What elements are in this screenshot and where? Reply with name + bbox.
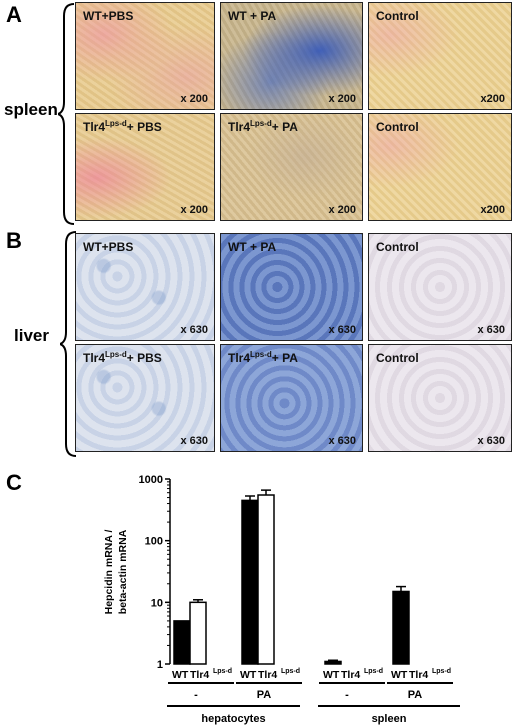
tile-condition-label: WT+PBS [83,240,134,254]
tile-condition-label: Control [376,9,419,23]
genotype-label-tlr4: Tlr4 [409,669,428,681]
y-tick-label: 100 [145,536,163,548]
panel-b-image-tile: Control x 630 [368,344,512,452]
genotype-label-wt: WT [323,669,340,681]
genotype-label-tlr4: Tlr4 [341,669,360,681]
tile-condition-label: Control [376,240,419,254]
liver-brace [60,231,77,457]
panel-a-letter: A [6,2,22,27]
bar [173,620,191,665]
y-axis-label: Hepcidin mRNA / [103,530,115,615]
tile-condition-label: Tlr4Lps-d+ PA [228,119,298,134]
genotype-label-wt: WT [240,669,257,681]
tile-magnification: x 630 [477,324,505,336]
panel-b-image-tile: WT + PA x 630 [220,233,363,341]
tissue-label: spleen [372,713,407,725]
tile-magnification: x 200 [328,93,356,105]
panel-b-image-tile: Control x 630 [368,233,512,341]
tile-magnification: x200 [480,93,505,105]
y-tick-label: 1000 [139,474,163,486]
tile-condition-label: Tlr4Lps-d+ PBS [83,350,162,365]
tile-magnification: x 200 [328,204,356,216]
bar [392,590,410,665]
spleen-side-label: spleen [4,100,58,119]
tile-magnification: x200 [480,204,505,216]
genotype-label-wt: WT [391,669,408,681]
genotype-label-tlr4-sup: Lps-d [432,668,451,675]
tile-condition-label: Control [376,120,419,134]
tile-magnification: x 630 [180,435,208,447]
bar [241,499,259,665]
bar [189,601,207,665]
tile-magnification: x 630 [328,435,356,447]
genotype-label-tlr4: Tlr4 [190,669,209,681]
panel-b-image-tile: Tlr4Lps-d+ PBS x 630 [75,344,215,452]
bar [257,494,275,665]
panel-a-image-tile: Tlr4Lps-d+ PBS x 200 [75,113,215,221]
y-axis-label: beta-actin mRNA [117,529,129,614]
spleen-brace [58,3,75,225]
liver-side-label: liver [14,326,49,345]
panel-a-image-tile: Control x200 [368,113,512,221]
panel-c-letter: C [6,470,22,495]
bar [324,660,342,665]
genotype-label-tlr4: Tlr4 [258,669,277,681]
tile-magnification: x 630 [180,324,208,336]
tile-condition-label: WT + PA [228,240,277,254]
tissue-label: hepatocytes [201,713,265,725]
tile-magnification: x 200 [180,204,208,216]
tile-condition-label: Tlr4Lps-d+ PA [228,350,298,365]
tile-condition-label: WT+PBS [83,9,134,23]
panel-b-letter: B [6,228,22,253]
tile-condition-label: WT + PA [228,9,277,23]
treatment-label: PA [408,689,423,701]
tile-condition-label: Tlr4Lps-d+ PBS [83,119,162,134]
treatment-label: - [345,689,349,701]
treatment-label: PA [257,689,272,701]
panel-a-image-tile: Control x200 [368,2,512,110]
genotype-label-wt: WT [172,669,189,681]
panel-b-image-tile: WT+PBS x 630 [75,233,215,341]
tile-magnification: x 200 [180,93,208,105]
tile-magnification: x 630 [328,324,356,336]
treatment-label: - [194,689,198,701]
genotype-label-tlr4-sup: Lps-d [364,668,383,675]
genotype-label-tlr4-sup: Lps-d [281,668,300,675]
y-tick-label: 10 [151,597,163,609]
panel-b-image-tile: Tlr4Lps-d+ PA x 630 [220,344,363,452]
tile-condition-label: Control [376,351,419,365]
panel-a-image-tile: WT + PA x 200 [220,2,363,110]
y-tick-label: 1 [157,659,163,671]
genotype-label-tlr4-sup: Lps-d [213,668,232,675]
panel-a-image-tile: WT+PBS x 200 [75,2,215,110]
panel-a-image-tile: Tlr4Lps-d+ PA x 200 [220,113,363,221]
tile-magnification: x 630 [477,435,505,447]
